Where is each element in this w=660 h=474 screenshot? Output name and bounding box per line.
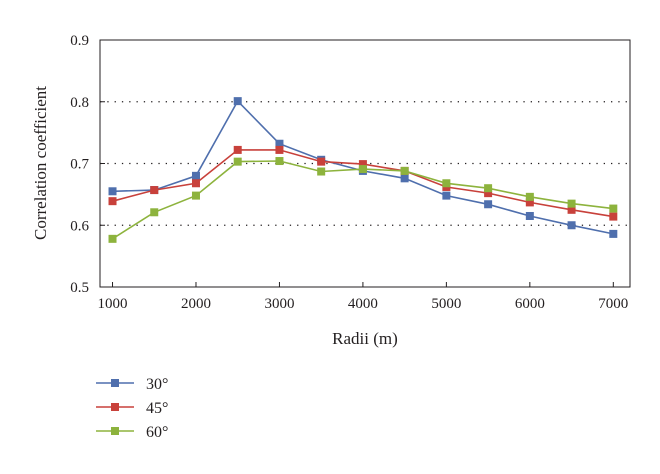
x-tick-label: 5000 [431, 296, 461, 312]
data-point [525, 211, 534, 220]
data-point [275, 157, 284, 166]
data-point [275, 139, 284, 148]
x-tick-label: 2000 [181, 296, 211, 312]
data-point [108, 187, 117, 196]
data-point [150, 186, 159, 195]
data-point [525, 192, 534, 201]
data-point [525, 198, 534, 207]
series-line [112, 149, 614, 218]
grid-lines [100, 101, 630, 226]
legend-item: 45° [96, 400, 168, 417]
y-tick-label: 0.9 [70, 33, 89, 49]
y-tick-label: 0.8 [70, 95, 89, 111]
legend-marker [111, 427, 119, 435]
legend-label: 45° [146, 400, 168, 417]
data-point [191, 179, 200, 188]
data-point [400, 174, 409, 183]
data-point [609, 204, 618, 213]
legend-item: 60° [96, 424, 168, 441]
data-point [233, 157, 242, 166]
legend-label: 30° [146, 376, 168, 393]
data-point [233, 145, 242, 154]
data-point [108, 234, 117, 243]
data-point [609, 229, 618, 238]
data-point [609, 212, 618, 221]
y-tick-label: 0.6 [70, 218, 89, 234]
x-tick-label: 6000 [515, 296, 545, 312]
legend-marker [111, 379, 119, 387]
data-point [358, 160, 367, 169]
y-tick-label: 0.5 [70, 280, 89, 296]
data-point [150, 208, 159, 217]
legend-marker [111, 403, 119, 411]
y-tick-label: 0.7 [70, 157, 89, 173]
series-3 [108, 157, 618, 243]
data-point [484, 189, 493, 198]
legend-label: 60° [146, 424, 168, 441]
legend-item: 30° [96, 376, 168, 393]
data-point [567, 221, 576, 230]
data-point [442, 179, 451, 188]
series-layer [108, 97, 618, 243]
y-axis-title: Correlation coefficient [31, 86, 50, 240]
data-point [191, 171, 200, 180]
data-point [442, 191, 451, 200]
x-tick-label: 7000 [598, 296, 628, 312]
data-point [233, 97, 242, 106]
x-tick-label: 3000 [264, 296, 294, 312]
y-axis-ticks: 0.5 0.6 0.7 0.8 0.9 [70, 33, 105, 296]
x-tick-label: 1000 [98, 296, 128, 312]
legend: 30° 45° 60° [96, 376, 168, 441]
data-point [567, 199, 576, 208]
data-point [317, 167, 326, 176]
x-axis-title: Radii (m) [332, 329, 398, 348]
x-axis-ticks: 1000 2000 3000 4000 5000 6000 7000 [98, 282, 628, 312]
series-2 [108, 145, 618, 221]
data-point [275, 145, 284, 154]
data-point [567, 205, 576, 214]
data-point [400, 166, 409, 175]
data-point [484, 200, 493, 209]
x-tick-label: 4000 [348, 296, 378, 312]
data-point [484, 184, 493, 193]
data-point [317, 157, 326, 166]
data-point [358, 165, 367, 174]
data-point [191, 191, 200, 200]
data-point [108, 197, 117, 206]
